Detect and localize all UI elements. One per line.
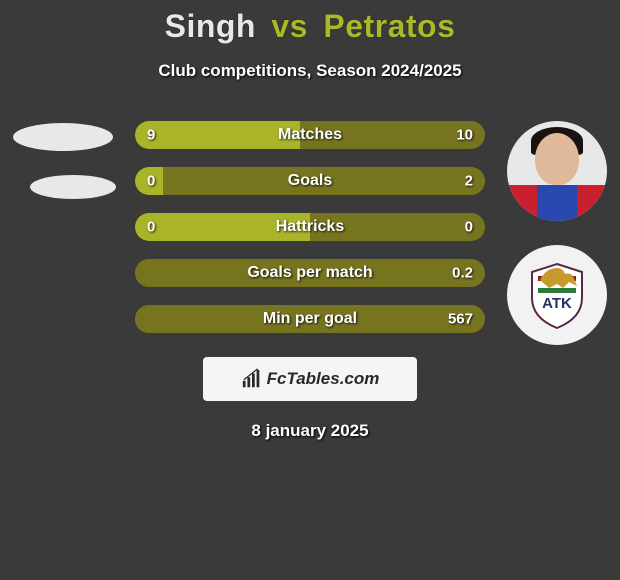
stat-value-player2: 567	[448, 311, 473, 328]
stat-value-player2: 2	[465, 173, 473, 190]
stat-label: Goals	[135, 172, 485, 190]
player2-club-badge: ATK	[507, 245, 607, 345]
watermark: FcTables.com	[203, 357, 417, 401]
player2-avatar	[507, 121, 607, 221]
date: 8 january 2025	[0, 421, 620, 441]
stat-bars: Matches910Goals02Hattricks00Goals per ma…	[135, 121, 485, 333]
stat-value-player2: 0	[465, 219, 473, 236]
player1-club-badge	[30, 175, 116, 199]
comparison-title: Singh vs Petratos	[0, 0, 620, 45]
stat-value-player1: 0	[147, 219, 155, 236]
stat-label: Min per goal	[135, 310, 485, 328]
stat-value-player1: 9	[147, 127, 155, 144]
stat-value-player2: 0.2	[452, 265, 473, 282]
player1-avatar	[13, 123, 113, 151]
content: ATK Matches910Goals02Hattricks00Goals pe…	[0, 121, 620, 441]
vs-text: vs	[271, 8, 308, 44]
player2-name: Petratos	[323, 8, 455, 44]
stat-value-player1: 0	[147, 173, 155, 190]
stat-value-player2: 10	[456, 127, 473, 144]
stat-bar: Matches9 10	[135, 121, 485, 149]
player2-column: ATK	[502, 121, 612, 345]
stat-bar: Hattricks0 0	[135, 213, 485, 241]
svg-text:ATK: ATK	[542, 295, 572, 312]
stat-label: Hattricks	[135, 218, 485, 236]
stat-bar: Goals per match0.2	[135, 259, 485, 287]
player1-column	[8, 121, 118, 223]
stat-bar: Min per goal567	[135, 305, 485, 333]
stat-label: Goals per match	[135, 264, 485, 282]
chart-icon	[241, 368, 263, 390]
watermark-text: FcTables.com	[267, 369, 380, 389]
player1-name: Singh	[165, 8, 256, 44]
subtitle: Club competitions, Season 2024/2025	[0, 61, 620, 81]
stat-bar: Goals0 2	[135, 167, 485, 195]
stat-label: Matches	[135, 126, 485, 144]
